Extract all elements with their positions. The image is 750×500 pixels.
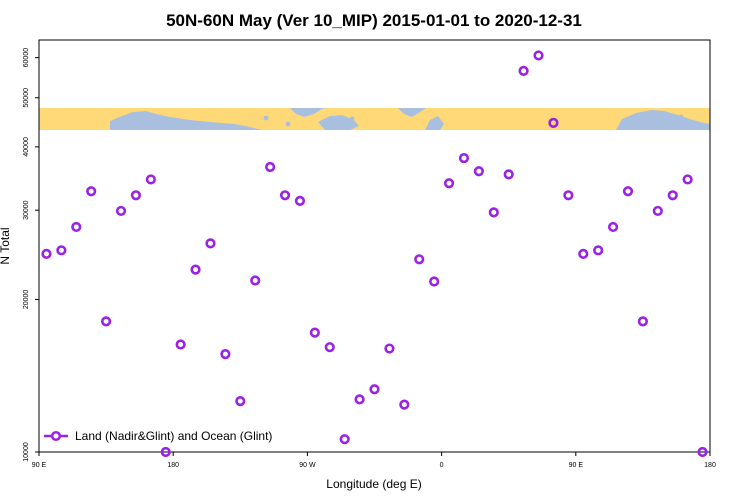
data-point: [115, 205, 127, 217]
data-point: [309, 327, 320, 338]
data-point: [578, 248, 589, 259]
x-tick-label: 90 E: [569, 462, 584, 469]
chart-title: 50N-60N May (Ver 10_MIP) 2015-01-01 to 2…: [166, 11, 582, 30]
data-point: [667, 190, 678, 201]
data-point: [130, 190, 142, 201]
data-point: [652, 205, 663, 217]
data-point: [324, 342, 335, 353]
map-lake: [285, 121, 291, 127]
data-point: [56, 245, 67, 256]
data-point: [220, 349, 231, 360]
map-ocean: [425, 116, 444, 130]
data-point: [637, 316, 649, 327]
map-lake: [349, 116, 355, 122]
x-tick-label: 90 E: [32, 462, 47, 469]
data-point: [100, 316, 112, 327]
map-lake: [433, 117, 439, 123]
data-point: [294, 195, 306, 206]
data-point: [563, 190, 574, 201]
y-tick-label: 20000: [23, 290, 30, 310]
data-point: [533, 50, 544, 61]
map-ocean: [290, 108, 326, 117]
data-point: [86, 186, 97, 197]
data-point: [593, 245, 604, 256]
map-ocean: [616, 110, 710, 130]
data-point: [488, 207, 499, 218]
x-tick-label: 180: [167, 462, 179, 469]
y-tick-label: 30000: [23, 200, 30, 220]
y-tick-label: 10000: [23, 442, 30, 462]
data-point: [190, 264, 201, 275]
x-tick-label: 90 W: [299, 462, 316, 469]
y-axis: 10000 20000 30000 40000 50000 60000: [23, 48, 39, 462]
data-point: [503, 169, 514, 180]
legend-label: Land (Nadir&Glint) and Ocean (Glint): [75, 429, 272, 443]
data-point: [548, 117, 559, 129]
data-point: [41, 248, 52, 259]
data-point: [145, 174, 156, 185]
plot-frame: [38, 39, 711, 453]
map-lake: [263, 115, 269, 121]
data-point: [235, 396, 246, 407]
data-point: [622, 186, 634, 197]
data-point: [518, 65, 529, 76]
map-ocean: [318, 115, 359, 130]
data-point: [205, 238, 216, 249]
map-ocean: [648, 114, 662, 124]
map-lake: [143, 118, 149, 124]
data-points: [41, 50, 708, 458]
data-point: [339, 434, 350, 445]
data-point: [458, 153, 470, 164]
data-point: [697, 446, 708, 458]
x-tick-label: 0: [440, 462, 444, 469]
data-point: [399, 399, 410, 410]
data-point: [175, 339, 186, 350]
legend-marker-swatch: [50, 430, 62, 442]
y-tick-label: 50000: [23, 88, 30, 108]
data-point: [429, 276, 440, 287]
legend: Land (Nadir&Glint) and Ocean (Glint): [44, 429, 272, 443]
data-point: [443, 178, 455, 189]
x-axis-label: Longitude (deg E): [326, 477, 421, 491]
data-point: [71, 221, 82, 233]
data-point: [265, 161, 276, 173]
data-point: [384, 343, 395, 354]
data-point: [354, 394, 365, 405]
data-point: [682, 174, 693, 185]
y-tick-label: 60000: [23, 48, 30, 68]
map-lake: [678, 114, 684, 120]
y-axis-label: N Total: [0, 227, 12, 264]
x-axis: 90 E 180 90 W 0 90 E 180: [32, 452, 716, 469]
y-tick-label: 40000: [23, 137, 30, 157]
map-ocean: [398, 108, 426, 117]
data-point: [279, 190, 291, 201]
x-tick-label: 180: [704, 462, 716, 469]
data-point: [369, 384, 380, 395]
data-point: [414, 254, 425, 265]
data-point: [250, 275, 261, 286]
data-point: [160, 446, 171, 458]
data-point: [473, 166, 484, 177]
data-point: [607, 221, 619, 233]
world-map-strip: [39, 108, 710, 130]
